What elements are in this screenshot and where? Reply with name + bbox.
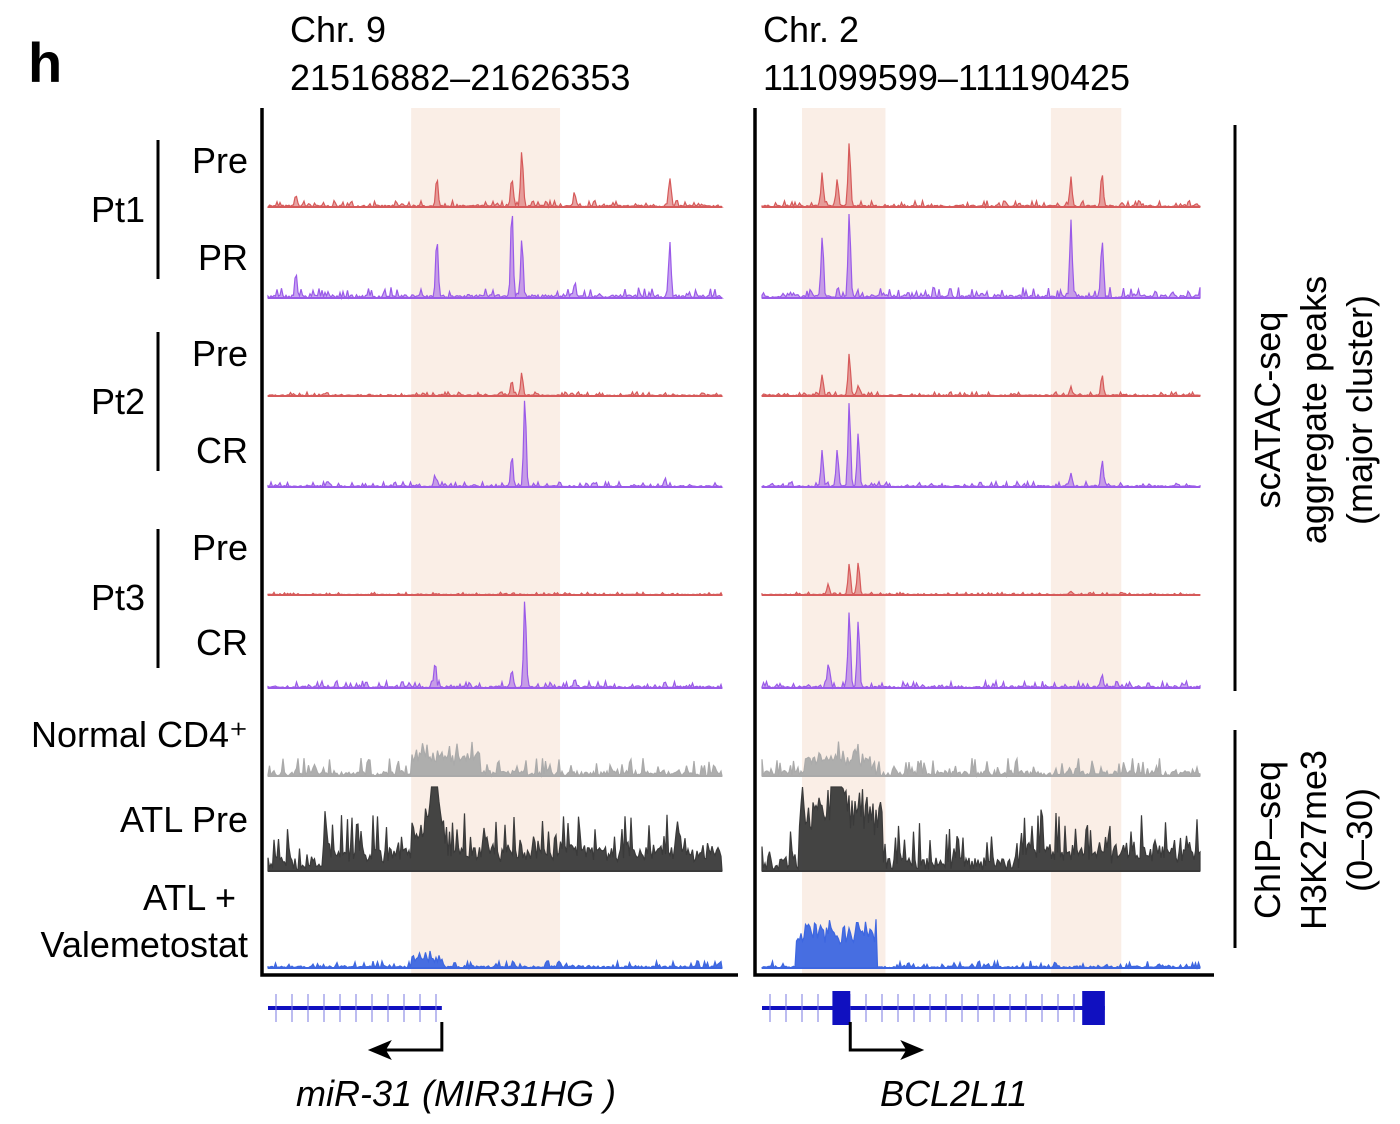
exon (1082, 991, 1105, 1025)
track-label: CR (196, 622, 248, 663)
panel-frame-right (753, 108, 1214, 977)
track-label: Pre (192, 333, 248, 374)
group-label-pt2: Pt2 (91, 381, 145, 422)
scatac-label-3: (major cluster) (1339, 295, 1380, 525)
exon (832, 991, 851, 1025)
chip-label-3: (0–30) (1339, 788, 1380, 892)
tss-arrow (848, 1022, 921, 1052)
signal-track (761, 562, 1201, 596)
arrow-head-icon (900, 1040, 925, 1060)
signal-track (761, 741, 1201, 779)
track-label: PR (198, 237, 248, 278)
scatac-label-1: scATAC-seq (1247, 312, 1288, 509)
scatac-label-2: aggregate peaks (1293, 276, 1334, 544)
gene-label-mir31: miR-31 (MIR31HG ) (296, 1073, 616, 1114)
panel-letter: h (28, 31, 62, 94)
region-2-chrom: Chr. 2 (763, 9, 859, 50)
gene-label-bcl2l11: BCL2L11 (880, 1073, 1027, 1114)
track-label: ATL + (143, 877, 236, 918)
group-label-pt1: Pt1 (91, 189, 145, 230)
signal-track (266, 152, 724, 209)
tss-arrow (371, 1022, 444, 1052)
arrow-head-icon (367, 1040, 392, 1060)
region-2-range: 111099599–111190425 (763, 57, 1130, 98)
region-1-chrom: Chr. 9 (290, 9, 386, 50)
track-label: Normal CD4⁺ (31, 714, 248, 755)
track-label: Pre (192, 140, 248, 181)
signal-track (267, 741, 723, 778)
track-label: Valemetostat (41, 924, 248, 965)
chip-label-1: ChIP–seq (1247, 761, 1288, 919)
track-label: ATL Pre (120, 799, 248, 840)
group-label-pt3: Pt3 (91, 577, 145, 618)
chip-label-2: H3K27me3 (1293, 750, 1334, 930)
signal-track (267, 215, 724, 301)
signal-track (267, 786, 723, 872)
signal-track (761, 786, 1201, 872)
panel-frame-left (260, 108, 738, 977)
track-label: CR (196, 430, 248, 471)
track-label: Pre (192, 527, 248, 568)
region-1-range: 21516882–21626353 (290, 57, 630, 98)
